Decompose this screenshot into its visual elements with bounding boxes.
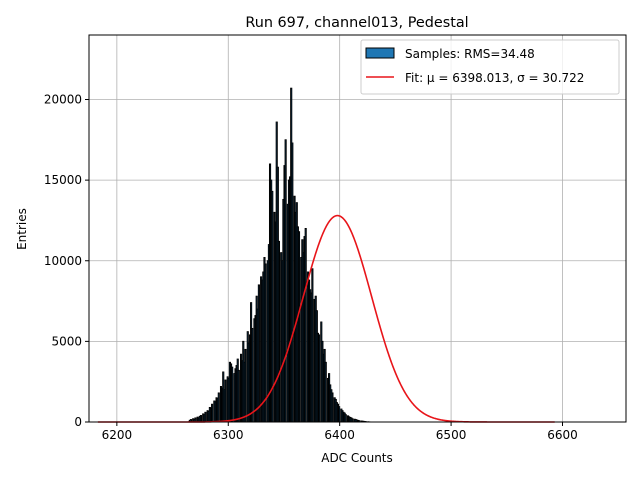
histogram-bar [277, 240, 281, 423]
histogram-bar [304, 228, 307, 423]
legend-fit-label: Fit: μ = 6398.013, σ = 30.722 [405, 71, 584, 85]
histogram-bar [284, 139, 287, 423]
legend-samples-swatch [365, 47, 395, 59]
histogram-bar [257, 284, 260, 423]
x-axis-label: ADC Counts [321, 451, 393, 465]
histogram-bar [291, 142, 294, 423]
histogram-bar [237, 369, 240, 423]
histogram-bar [318, 334, 321, 423]
histogram-bar [331, 392, 334, 423]
histogram-bar [324, 361, 327, 423]
histogram-bar [217, 392, 220, 423]
histogram-bar [224, 379, 227, 423]
y-axis-ticks: 0 5000 10000 15000 20000 [44, 93, 89, 429]
histogram-bar [297, 231, 301, 423]
y-axis-label: Entries [15, 208, 29, 250]
x-axis-ticks: 6200 6300 6400 6500 6600 [102, 422, 578, 442]
histogram-bar [251, 327, 254, 423]
x-tick-label: 6500 [436, 428, 467, 442]
histogram-bar [199, 415, 203, 423]
histogram-bar [231, 366, 234, 423]
y-tick-label: 10000 [44, 254, 82, 268]
y-tick-label: 5000 [51, 334, 82, 348]
histogram-bar [211, 403, 214, 423]
y-tick-label: 20000 [44, 93, 82, 107]
histogram-bar [344, 414, 347, 423]
x-tick-label: 6200 [102, 428, 133, 442]
legend-box [360, 39, 620, 95]
plot-frame [88, 34, 627, 423]
y-tick-label: 0 [74, 415, 82, 429]
legend-samples-label: Samples: RMS=34.48 [405, 47, 535, 61]
histogram-bar [204, 411, 207, 423]
x-tick-label: 6400 [324, 428, 355, 442]
chart-title: Run 697, channel013, Pedestal [245, 15, 468, 31]
histogram-bar [244, 348, 247, 423]
y-tick-label: 15000 [44, 173, 82, 187]
histogram-bar [338, 406, 341, 423]
x-tick-label: 6600 [547, 428, 578, 442]
histogram-bar [311, 268, 314, 423]
x-tick-label: 6300 [213, 428, 244, 442]
legend: Samples: RMS=34.48 Fit: μ = 6398.013, σ … [360, 39, 620, 95]
